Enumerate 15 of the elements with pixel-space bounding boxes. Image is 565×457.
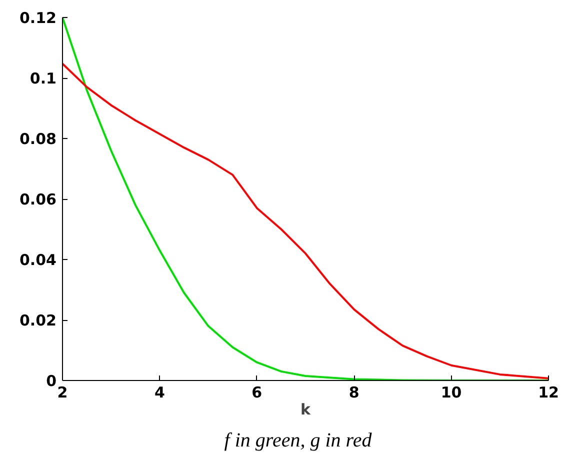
y-tick-label: 0 (46, 372, 56, 390)
y-tick-label: 0.06 (19, 190, 57, 208)
x-tick-label: 6 (252, 384, 262, 402)
x-tick-label: 2 (57, 384, 68, 402)
y-tick-label: 0.04 (19, 251, 57, 269)
x-tick-label: 10 (440, 384, 462, 402)
y-tick-label: 0.08 (19, 130, 57, 148)
text: f in green, g in red (224, 430, 373, 452)
x-tick-label: 12 (538, 384, 559, 402)
x-tick-label: 8 (348, 384, 360, 402)
y-tick-label: 0.12 (19, 9, 57, 27)
x-axis-title: k (300, 400, 312, 418)
y-tick-label: 0.1 (30, 70, 57, 88)
x-tick-label: 4 (154, 384, 165, 402)
y-tick-label: 0.02 (19, 312, 57, 330)
